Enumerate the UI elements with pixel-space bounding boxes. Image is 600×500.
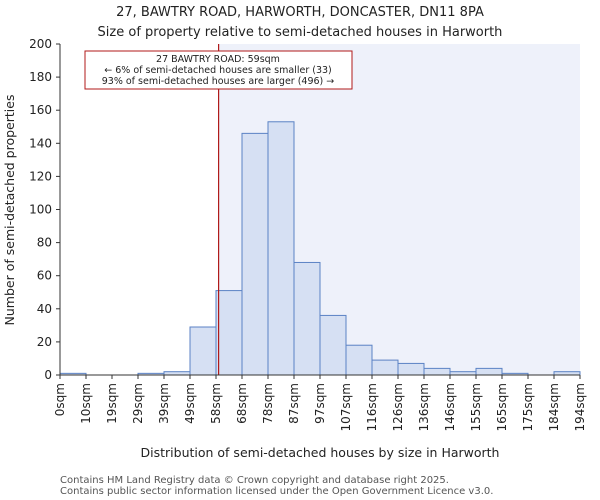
- annotation-box: [84, 50, 353, 90]
- chart-title: 27, BAWTRY ROAD, HARWORTH, DONCASTER, DN…: [116, 5, 484, 20]
- bar-136sqm: [423, 367, 451, 376]
- footer-line-1: Contains HM Land Registry data © Crown c…: [60, 475, 449, 486]
- y-tick-label: 160: [29, 103, 52, 117]
- x-tick-label: 49sqm: [183, 383, 197, 424]
- bar-126sqm: [397, 362, 425, 376]
- x-tick-label: 19sqm: [105, 383, 119, 424]
- x-tick-label: 107sqm: [339, 383, 353, 431]
- bar-49sqm: [189, 326, 217, 376]
- bar-78sqm: [267, 121, 295, 376]
- x-tick-label: 29sqm: [131, 383, 145, 424]
- y-tick-label: 80: [37, 236, 52, 250]
- bar-87sqm: [293, 261, 321, 376]
- chart-subtitle: Size of property relative to semi-detach…: [98, 25, 503, 40]
- annotation-line-2: ← 6% of semi-detached houses are smaller…: [104, 65, 332, 76]
- bar-155sqm: [475, 367, 503, 376]
- bar-97sqm: [319, 314, 347, 376]
- y-tick-label: 180: [29, 70, 52, 84]
- bar-68sqm: [241, 132, 269, 376]
- x-tick-label: 68sqm: [235, 383, 249, 424]
- y-tick-label: 140: [29, 136, 52, 150]
- y-tick-label: 0: [44, 368, 52, 382]
- x-tick-label: 184sqm: [547, 383, 561, 431]
- x-tick-label: 10sqm: [79, 383, 93, 424]
- x-tick-label: 194sqm: [573, 383, 587, 431]
- x-tick-label: 78sqm: [261, 383, 275, 424]
- y-tick-label: 20: [37, 335, 52, 349]
- x-tick-label: 126sqm: [391, 383, 405, 431]
- y-tick-label: 200: [29, 37, 52, 51]
- x-tick-label: 175sqm: [521, 383, 535, 431]
- annotation-line-1: 27 BAWTRY ROAD: 59sqm: [156, 54, 280, 65]
- x-tick-label: 0sqm: [53, 383, 67, 416]
- x-tick-label: 58sqm: [209, 383, 223, 424]
- x-tick-label: 165sqm: [495, 383, 509, 431]
- footer-line-2: Contains public sector information licen…: [60, 486, 493, 497]
- x-tick-label: 136sqm: [417, 383, 431, 431]
- bar-58sqm: [215, 290, 243, 376]
- x-tick-label: 39sqm: [157, 383, 171, 424]
- y-tick-label: 40: [37, 302, 52, 316]
- annotation-line-3: 93% of semi-detached houses are larger (…: [102, 76, 335, 87]
- x-tick-label: 87sqm: [287, 383, 301, 424]
- x-axis-label: Distribution of semi-detached houses by …: [141, 445, 500, 460]
- y-tick-label: 100: [29, 203, 52, 217]
- bar-107sqm: [345, 344, 373, 376]
- x-tick-label: 155sqm: [469, 383, 483, 431]
- x-tick-label: 116sqm: [365, 383, 379, 431]
- x-tick-label: 146sqm: [443, 383, 457, 431]
- y-tick-label: 60: [37, 269, 52, 283]
- bar-116sqm: [371, 359, 399, 376]
- y-axis-label: Number of semi-detached properties: [2, 95, 17, 326]
- x-tick-label: 97sqm: [313, 383, 327, 424]
- y-tick-label: 120: [29, 169, 52, 183]
